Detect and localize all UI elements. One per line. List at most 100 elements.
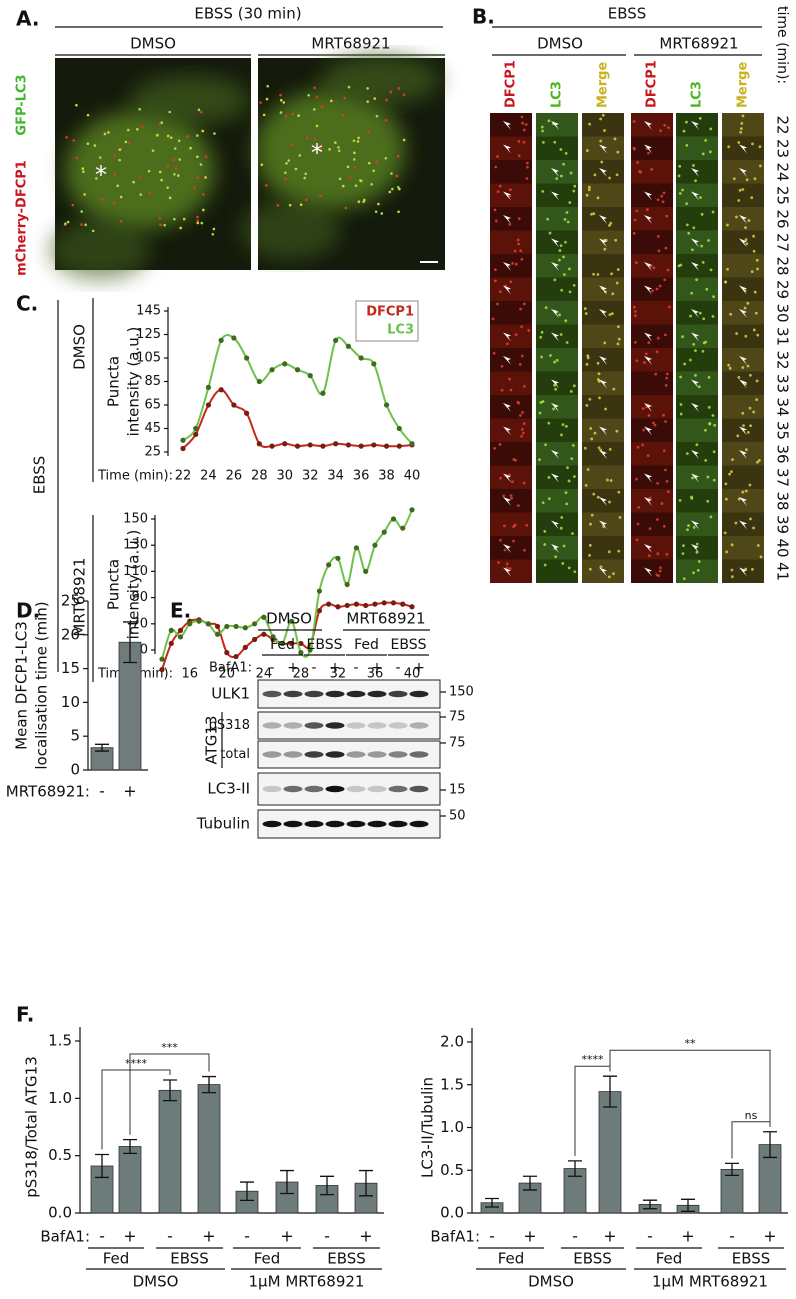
puncta bbox=[730, 470, 733, 474]
puncta bbox=[547, 421, 551, 425]
arrowhead bbox=[551, 238, 559, 248]
frame bbox=[490, 301, 532, 325]
puncta bbox=[553, 360, 556, 364]
puncta bbox=[744, 448, 748, 452]
puncta bbox=[750, 270, 754, 274]
data-point bbox=[345, 343, 351, 349]
puncta bbox=[647, 341, 651, 345]
arrowhead bbox=[644, 121, 652, 130]
group-label: DMSO bbox=[133, 1273, 179, 1291]
puncta bbox=[160, 178, 163, 182]
data-point bbox=[381, 600, 387, 606]
puncta bbox=[615, 281, 619, 285]
data-point bbox=[218, 387, 224, 393]
puncta bbox=[508, 222, 512, 226]
frame bbox=[536, 113, 578, 137]
puncta bbox=[653, 423, 657, 427]
puncta bbox=[526, 165, 529, 169]
frame bbox=[676, 136, 718, 160]
puncta bbox=[656, 234, 660, 238]
puncta bbox=[597, 372, 601, 376]
y-axis-label: LC3-II/Tubulin bbox=[419, 1077, 437, 1178]
puncta bbox=[603, 247, 607, 251]
puncta bbox=[610, 312, 614, 316]
puncta bbox=[193, 186, 196, 189]
puncta bbox=[539, 335, 543, 339]
puncta bbox=[751, 142, 754, 146]
puncta bbox=[596, 273, 600, 276]
treatment-label: DMSO bbox=[266, 610, 312, 628]
puncta bbox=[519, 307, 523, 311]
lane-label: - bbox=[311, 660, 316, 676]
puncta bbox=[735, 215, 738, 219]
puncta bbox=[549, 354, 552, 357]
frame bbox=[490, 230, 532, 254]
x-tick-label: + bbox=[523, 1227, 536, 1246]
puncta bbox=[500, 388, 504, 392]
data-point bbox=[372, 542, 378, 548]
arrowhead bbox=[551, 473, 559, 483]
lane-label: - bbox=[353, 660, 358, 676]
frame bbox=[490, 418, 532, 442]
arrowhead bbox=[503, 332, 511, 342]
micrograph-divider bbox=[251, 58, 258, 270]
frame bbox=[722, 536, 764, 560]
frame bbox=[536, 183, 578, 207]
band bbox=[304, 751, 324, 758]
band bbox=[367, 690, 387, 698]
puncta bbox=[543, 529, 547, 533]
strip-gap bbox=[624, 113, 632, 583]
puncta bbox=[559, 526, 563, 530]
puncta bbox=[614, 238, 618, 242]
data-point bbox=[383, 443, 390, 449]
panel-label: E. bbox=[170, 599, 191, 623]
puncta bbox=[343, 96, 346, 100]
data-point bbox=[371, 361, 377, 367]
marker: * bbox=[311, 139, 323, 167]
puncta bbox=[597, 446, 601, 450]
time-label: 32 bbox=[774, 350, 792, 369]
error-bar bbox=[123, 621, 137, 664]
puncta bbox=[713, 423, 717, 427]
frame bbox=[722, 395, 764, 419]
puncta bbox=[196, 155, 199, 159]
puncta bbox=[685, 143, 689, 147]
data-point bbox=[326, 601, 332, 607]
puncta bbox=[285, 162, 288, 165]
data-point bbox=[358, 355, 364, 361]
puncta bbox=[564, 424, 568, 428]
puncta bbox=[517, 242, 521, 246]
x-tick-label: 32 bbox=[302, 469, 319, 484]
puncta bbox=[642, 428, 646, 432]
y-tick-label: 0.0 bbox=[440, 1204, 464, 1222]
y-tick-label: 1.5 bbox=[48, 1032, 72, 1050]
arrowhead bbox=[644, 332, 652, 342]
puncta bbox=[199, 163, 203, 166]
frame bbox=[676, 183, 718, 207]
puncta bbox=[166, 134, 170, 138]
puncta bbox=[260, 163, 264, 167]
puncta bbox=[608, 575, 611, 579]
time-label: 26 bbox=[774, 209, 792, 228]
puncta bbox=[592, 492, 596, 496]
puncta bbox=[305, 136, 309, 140]
puncta bbox=[107, 131, 110, 134]
band bbox=[367, 751, 387, 758]
arrowhead bbox=[503, 473, 511, 483]
puncta bbox=[543, 563, 547, 567]
frame bbox=[536, 442, 578, 466]
arrowhead bbox=[644, 426, 652, 436]
data-point bbox=[371, 442, 377, 448]
puncta bbox=[601, 113, 605, 117]
puncta bbox=[570, 457, 574, 460]
puncta bbox=[290, 143, 293, 146]
puncta bbox=[573, 570, 577, 574]
data-point bbox=[316, 608, 323, 614]
puncta bbox=[709, 127, 713, 131]
y-tick-label: 0.5 bbox=[440, 1161, 464, 1179]
puncta bbox=[647, 554, 651, 558]
puncta bbox=[695, 542, 699, 546]
puncta bbox=[697, 385, 701, 389]
puncta bbox=[373, 97, 377, 100]
band bbox=[346, 751, 366, 758]
